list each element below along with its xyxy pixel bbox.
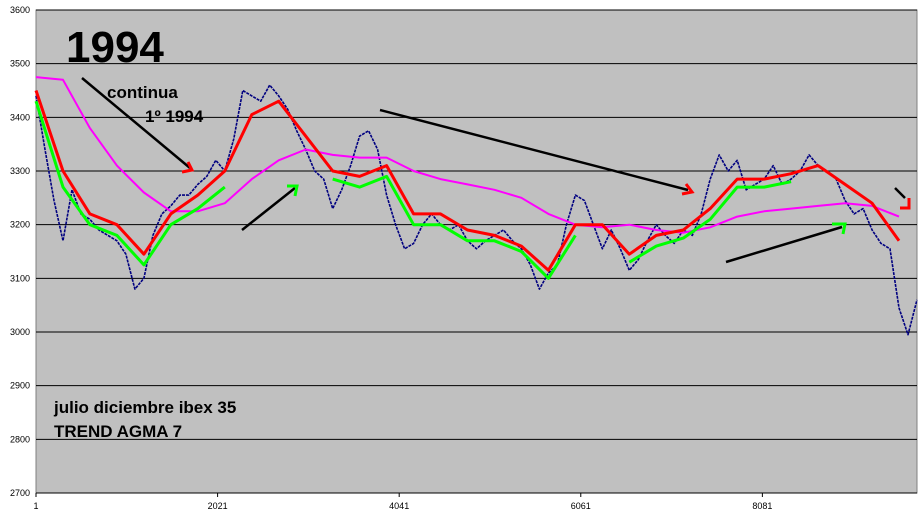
trend-line	[628, 180, 792, 264]
x-tick-label: 6061	[571, 501, 591, 511]
y-tick-label: 2900	[10, 381, 30, 391]
arrow	[379, 108, 689, 192]
arrows	[81, 77, 906, 264]
y-tick-label: 3600	[10, 5, 30, 15]
arrow	[894, 187, 906, 199]
arrow-head	[900, 198, 911, 210]
chart-title: 1994	[66, 23, 164, 72]
x-tick-label: 8081	[752, 501, 772, 511]
trend-line	[35, 76, 900, 234]
plot-area	[35, 9, 918, 494]
y-tick-label: 2700	[10, 488, 30, 498]
trend-line	[332, 174, 577, 280]
x-tick-label: 4041	[389, 501, 409, 511]
y-tick-label: 2800	[10, 434, 30, 444]
y-tick-label: 3100	[10, 273, 30, 283]
trend-line	[34, 90, 901, 272]
arrow-head	[181, 161, 195, 174]
arrow-heads	[181, 161, 911, 235]
price-line	[35, 84, 918, 336]
arrow-head	[681, 183, 695, 196]
y-tick-label: 3400	[10, 112, 30, 122]
annotation: julio diciembre ibex 35	[53, 398, 236, 417]
annotation: continua	[107, 83, 178, 102]
x-tick-label: 2021	[208, 501, 228, 511]
y-tick-label: 3300	[10, 166, 30, 176]
arrow	[81, 77, 191, 169]
annotation: TREND AGMA 7	[54, 422, 182, 441]
x-tick-label: 1	[33, 501, 38, 511]
y-tick-label: 3500	[10, 59, 30, 69]
annotation: 1º 1994	[145, 107, 204, 126]
arrow	[241, 187, 296, 231]
arrow-head	[287, 184, 299, 197]
y-tick-label: 3200	[10, 220, 30, 230]
arrow-head	[832, 222, 847, 235]
arrow	[725, 225, 843, 264]
trend-line	[34, 100, 226, 267]
y-tick-label: 3000	[10, 327, 30, 337]
